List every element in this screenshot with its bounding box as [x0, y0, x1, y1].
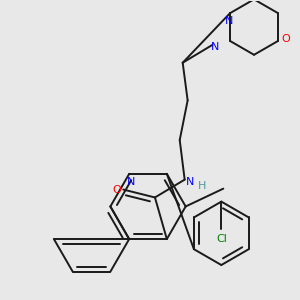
Text: N: N: [211, 42, 220, 52]
Text: O: O: [282, 34, 290, 44]
Text: N: N: [225, 16, 233, 26]
Text: H: H: [198, 181, 207, 190]
Text: N: N: [127, 177, 135, 187]
Text: O: O: [112, 184, 121, 194]
Text: Cl: Cl: [216, 234, 227, 244]
Text: N: N: [185, 177, 194, 187]
